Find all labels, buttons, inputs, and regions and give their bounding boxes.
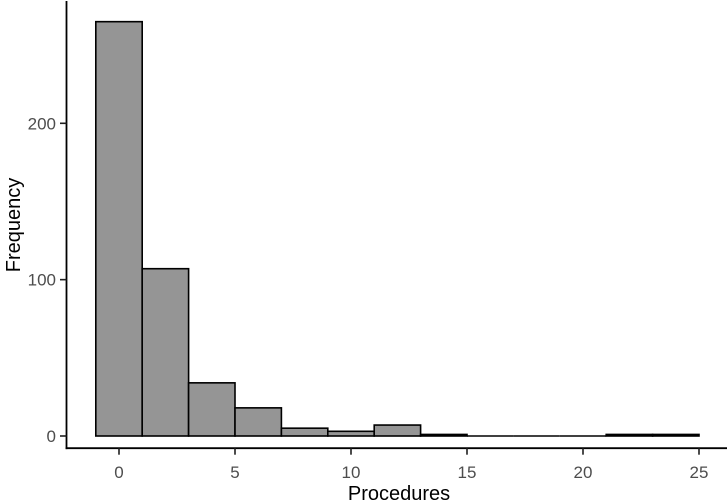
x-tick-label: 0	[114, 463, 123, 482]
histogram-bar	[326, 430, 375, 437]
y-tick-label: 200	[28, 114, 56, 133]
histogram-bar	[234, 407, 283, 437]
histogram-bar	[605, 433, 654, 437]
x-tick-label: 10	[342, 463, 361, 482]
histogram-bar	[373, 424, 422, 437]
x-tick-label: 5	[230, 463, 239, 482]
histogram-bar	[651, 433, 700, 437]
axis-ticks	[60, 122, 700, 455]
axis-tick-labels: 0 100 200 0 5 10 15 20 25	[28, 114, 709, 482]
histogram-bars	[95, 20, 700, 437]
y-axis-title: Frequency	[3, 178, 25, 273]
x-tick-label: 15	[458, 463, 477, 482]
y-tick-label: 100	[28, 271, 56, 290]
histogram-bar	[95, 20, 144, 437]
x-axis-title: Procedures	[348, 483, 450, 504]
axis-lines	[65, 1, 727, 450]
histogram-bar	[141, 267, 190, 437]
y-tick-label: 0	[47, 427, 56, 446]
histogram-bar	[187, 382, 236, 437]
x-tick-label: 20	[574, 463, 593, 482]
histogram-bar	[280, 427, 329, 437]
histogram-bar	[419, 433, 468, 437]
x-tick-label: 25	[690, 463, 709, 482]
